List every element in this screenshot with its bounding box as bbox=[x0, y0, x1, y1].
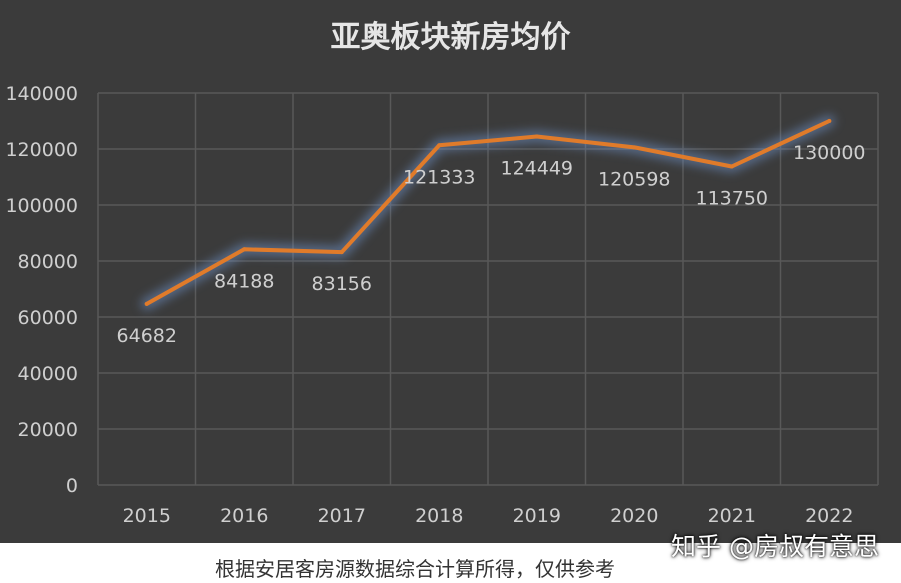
data-label: 120598 bbox=[598, 168, 671, 190]
x-tick-label: 2016 bbox=[220, 505, 268, 527]
data-label: 121333 bbox=[403, 166, 476, 188]
footnote: 根据安居客房源数据综合计算所得，仅供参考 bbox=[215, 557, 615, 581]
x-tick-label: 2018 bbox=[415, 505, 463, 527]
x-tick-label: 2017 bbox=[318, 505, 366, 527]
data-label: 83156 bbox=[312, 273, 372, 295]
x-tick-label: 2022 bbox=[805, 505, 853, 527]
data-point bbox=[729, 164, 734, 169]
data-point bbox=[437, 143, 442, 148]
y-tick-label: 120000 bbox=[5, 139, 78, 161]
data-point bbox=[339, 250, 344, 255]
y-tick-label: 80000 bbox=[18, 251, 78, 273]
chart-title: 亚奥板块新房均价 bbox=[330, 20, 571, 55]
y-tick-label: 40000 bbox=[18, 363, 78, 385]
x-tick-label: 2021 bbox=[708, 505, 756, 527]
data-point bbox=[632, 145, 637, 150]
watermark: 知乎 @房叔有意思 bbox=[671, 532, 879, 561]
series-line bbox=[144, 119, 832, 306]
data-point bbox=[242, 247, 247, 252]
chart-area: 亚奥板块新房均价 0 20000 40000 60000 80000 100000 1200… bbox=[0, 0, 901, 561]
data-label: 130000 bbox=[793, 142, 866, 164]
y-tick-label: 0 bbox=[66, 475, 78, 497]
data-label: 64682 bbox=[117, 325, 177, 347]
data-point bbox=[827, 119, 832, 123]
data-label: 113750 bbox=[695, 188, 768, 210]
y-tick-label: 100000 bbox=[5, 195, 78, 217]
data-point bbox=[144, 301, 149, 306]
y-tick-label: 140000 bbox=[5, 83, 78, 105]
data-label: 84188 bbox=[214, 270, 274, 292]
x-tick-label: 2020 bbox=[610, 505, 658, 527]
chart-svg: 020000400006000080000100000120000140000 … bbox=[5, 83, 879, 527]
x-tick-label: 2019 bbox=[513, 505, 561, 527]
data-label: 124449 bbox=[500, 158, 573, 180]
data-point bbox=[534, 134, 539, 139]
y-tick-label: 20000 bbox=[18, 419, 78, 441]
y-tick-label: 60000 bbox=[18, 307, 78, 329]
x-tick-label: 2015 bbox=[123, 505, 171, 527]
